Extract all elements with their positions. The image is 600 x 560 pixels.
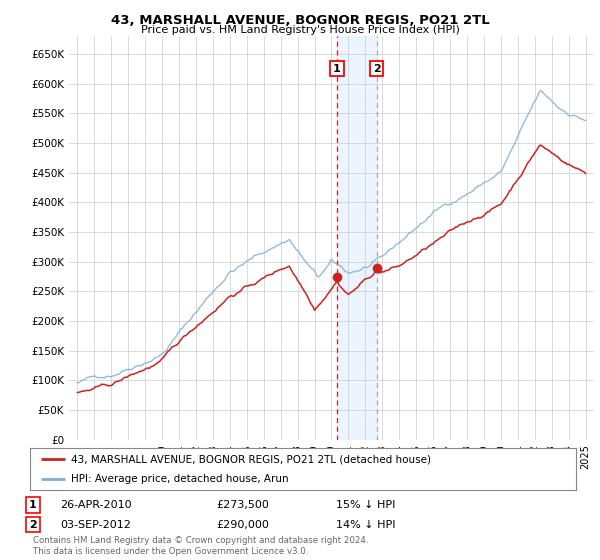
Text: 14% ↓ HPI: 14% ↓ HPI	[336, 520, 395, 530]
Text: 43, MARSHALL AVENUE, BOGNOR REGIS, PO21 2TL: 43, MARSHALL AVENUE, BOGNOR REGIS, PO21 …	[110, 14, 490, 27]
Text: 15% ↓ HPI: 15% ↓ HPI	[336, 500, 395, 510]
Bar	[337, 36, 377, 440]
Text: 2: 2	[373, 64, 380, 74]
Text: 43, MARSHALL AVENUE, BOGNOR REGIS, PO21 2TL (detached house): 43, MARSHALL AVENUE, BOGNOR REGIS, PO21 …	[71, 454, 431, 464]
Text: £290,000: £290,000	[216, 520, 269, 530]
Text: Contains HM Land Registry data © Crown copyright and database right 2024.
This d: Contains HM Land Registry data © Crown c…	[33, 536, 368, 556]
Text: 26-APR-2010: 26-APR-2010	[60, 500, 131, 510]
Text: HPI: Average price, detached house, Arun: HPI: Average price, detached house, Arun	[71, 474, 289, 484]
Text: 2: 2	[29, 520, 37, 530]
Text: Price paid vs. HM Land Registry's House Price Index (HPI): Price paid vs. HM Land Registry's House …	[140, 25, 460, 35]
Text: 1: 1	[333, 64, 341, 74]
Text: £273,500: £273,500	[216, 500, 269, 510]
Text: 1: 1	[29, 500, 37, 510]
Text: 03-SEP-2012: 03-SEP-2012	[60, 520, 131, 530]
